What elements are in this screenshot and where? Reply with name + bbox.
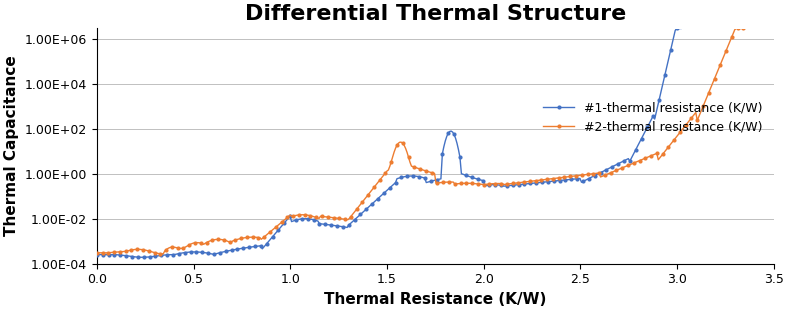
#2-thermal resistance (K/W): [157, 252, 166, 256]
#2-thermal resistance (K/W): [714, 66, 723, 70]
Line: #2-thermal resistance (K/W): #2-thermal resistance (K/W): [95, 26, 747, 256]
#2-thermal resistance (K/W): [202, 241, 211, 244]
#2-thermal resistance (K/W): [92, 251, 102, 255]
#2-thermal resistance (K/W): [165, 245, 175, 249]
#1-thermal resistance (K/W): [676, 27, 686, 30]
Line: #1-thermal resistance (K/W): #1-thermal resistance (K/W): [95, 26, 683, 259]
#2-thermal resistance (K/W): [733, 27, 742, 30]
#1-thermal resistance (K/W): [325, 223, 334, 227]
X-axis label: Thermal Resistance (K/W): Thermal Resistance (K/W): [324, 292, 547, 307]
#1-thermal resistance (K/W): [284, 216, 293, 220]
Legend: #1-thermal resistance (K/W), #2-thermal resistance (K/W): #1-thermal resistance (K/W), #2-thermal …: [538, 97, 768, 139]
Y-axis label: Thermal Capacitance: Thermal Capacitance: [4, 56, 19, 236]
#1-thermal resistance (K/W): [461, 174, 470, 177]
#2-thermal resistance (K/W): [563, 175, 572, 179]
#1-thermal resistance (K/W): [137, 255, 147, 259]
#2-thermal resistance (K/W): [731, 27, 741, 30]
#1-thermal resistance (K/W): [92, 253, 102, 257]
#2-thermal resistance (K/W): [740, 27, 749, 30]
#1-thermal resistance (K/W): [672, 27, 682, 30]
#1-thermal resistance (K/W): [519, 182, 528, 186]
#1-thermal resistance (K/W): [515, 183, 525, 186]
#1-thermal resistance (K/W): [164, 253, 173, 257]
#2-thermal resistance (K/W): [459, 181, 468, 185]
Title: Differential Thermal Structure: Differential Thermal Structure: [245, 4, 626, 24]
